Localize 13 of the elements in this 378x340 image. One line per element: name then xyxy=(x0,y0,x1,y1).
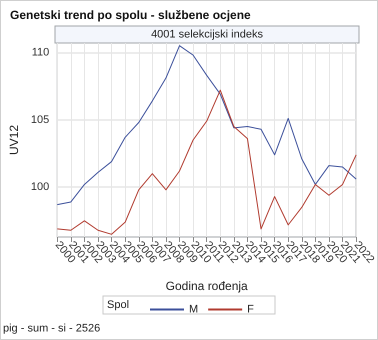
legend-label: F xyxy=(247,304,254,316)
y-tick-label: 110 xyxy=(32,46,50,58)
chart-title: Genetski trend po spolu - službene ocjene xyxy=(10,8,252,22)
y-tick-label: 105 xyxy=(30,114,50,126)
chart-subtitle: 4001 selekcijski indeks xyxy=(151,28,264,40)
legend-title: Spol xyxy=(107,299,130,311)
y-tick-label: 100 xyxy=(30,181,50,194)
line-series xyxy=(56,45,357,206)
legend-label: M xyxy=(189,304,198,316)
x-axis-title: Godina rođenja xyxy=(166,279,248,293)
text: pig - sum - si - 2526 xyxy=(3,322,100,334)
y-axis-title: UV12 xyxy=(7,124,21,156)
line-series xyxy=(56,90,357,235)
